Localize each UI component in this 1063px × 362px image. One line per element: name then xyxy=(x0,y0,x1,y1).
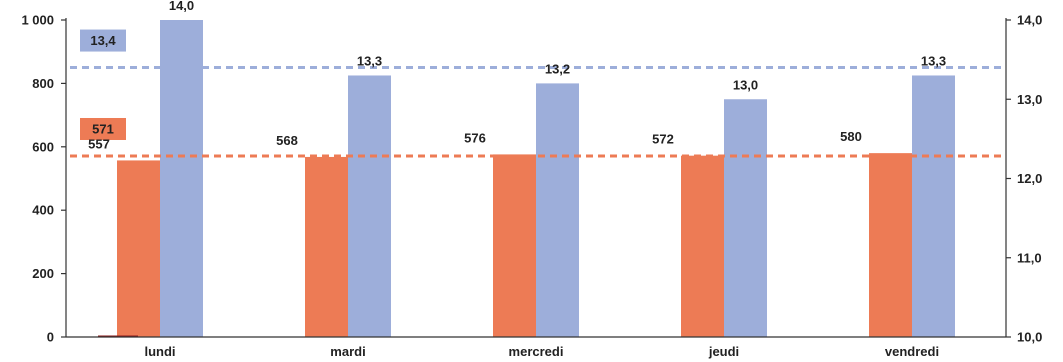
bar-right-mercredi xyxy=(536,83,579,338)
data-label-right: 13,0 xyxy=(733,77,758,92)
average-label-right: 13,4 xyxy=(90,33,116,48)
data-label-left: 580 xyxy=(840,129,862,144)
right-tick-label: 14,0 xyxy=(1017,13,1042,28)
data-label-right: 14,0 xyxy=(169,0,194,13)
average-label-left: 571 xyxy=(92,121,114,136)
bar-left-vendredi xyxy=(869,153,912,337)
right-tick-label: 10,0 xyxy=(1017,330,1042,345)
left-tick-label: 200 xyxy=(32,266,54,281)
average-badge-right xyxy=(80,29,126,52)
bar-left-lundi xyxy=(117,160,160,337)
left-tick-label: 400 xyxy=(32,203,54,218)
right-tick-label: 11,0 xyxy=(1017,250,1042,265)
left-tick-label: 800 xyxy=(32,76,54,91)
category-label: mardi xyxy=(330,344,365,359)
category-label: lundi xyxy=(144,344,175,359)
right-tick-label: 13,0 xyxy=(1017,92,1042,107)
data-label-right: 13,3 xyxy=(921,53,946,68)
category-label: jeudi xyxy=(708,344,739,359)
category-label: vendredi xyxy=(885,344,939,359)
bar-left-mardi xyxy=(305,156,348,337)
bar-right-lundi xyxy=(160,20,203,337)
left-tick-label: 0 xyxy=(47,330,54,345)
data-label-left: 572 xyxy=(652,132,674,147)
data-label-right: 13,3 xyxy=(357,53,382,68)
data-label-left: 568 xyxy=(276,133,298,148)
bar-right-mardi xyxy=(348,75,391,337)
left-tick-label: 1 000 xyxy=(21,13,54,28)
bar-right-vendredi xyxy=(912,75,955,337)
data-label-right: 13,2 xyxy=(545,61,570,76)
average-badge-left xyxy=(80,117,126,140)
bar-left-jeudi xyxy=(681,155,724,337)
right-tick-label: 12,0 xyxy=(1017,171,1042,186)
bar-right-jeudi xyxy=(724,99,767,337)
data-label-left: 557 xyxy=(88,136,110,151)
left-tick-label: 600 xyxy=(32,139,54,154)
category-label: mercredi xyxy=(509,344,564,359)
bar-left-mercredi xyxy=(493,154,536,337)
data-label-left: 576 xyxy=(464,130,486,145)
